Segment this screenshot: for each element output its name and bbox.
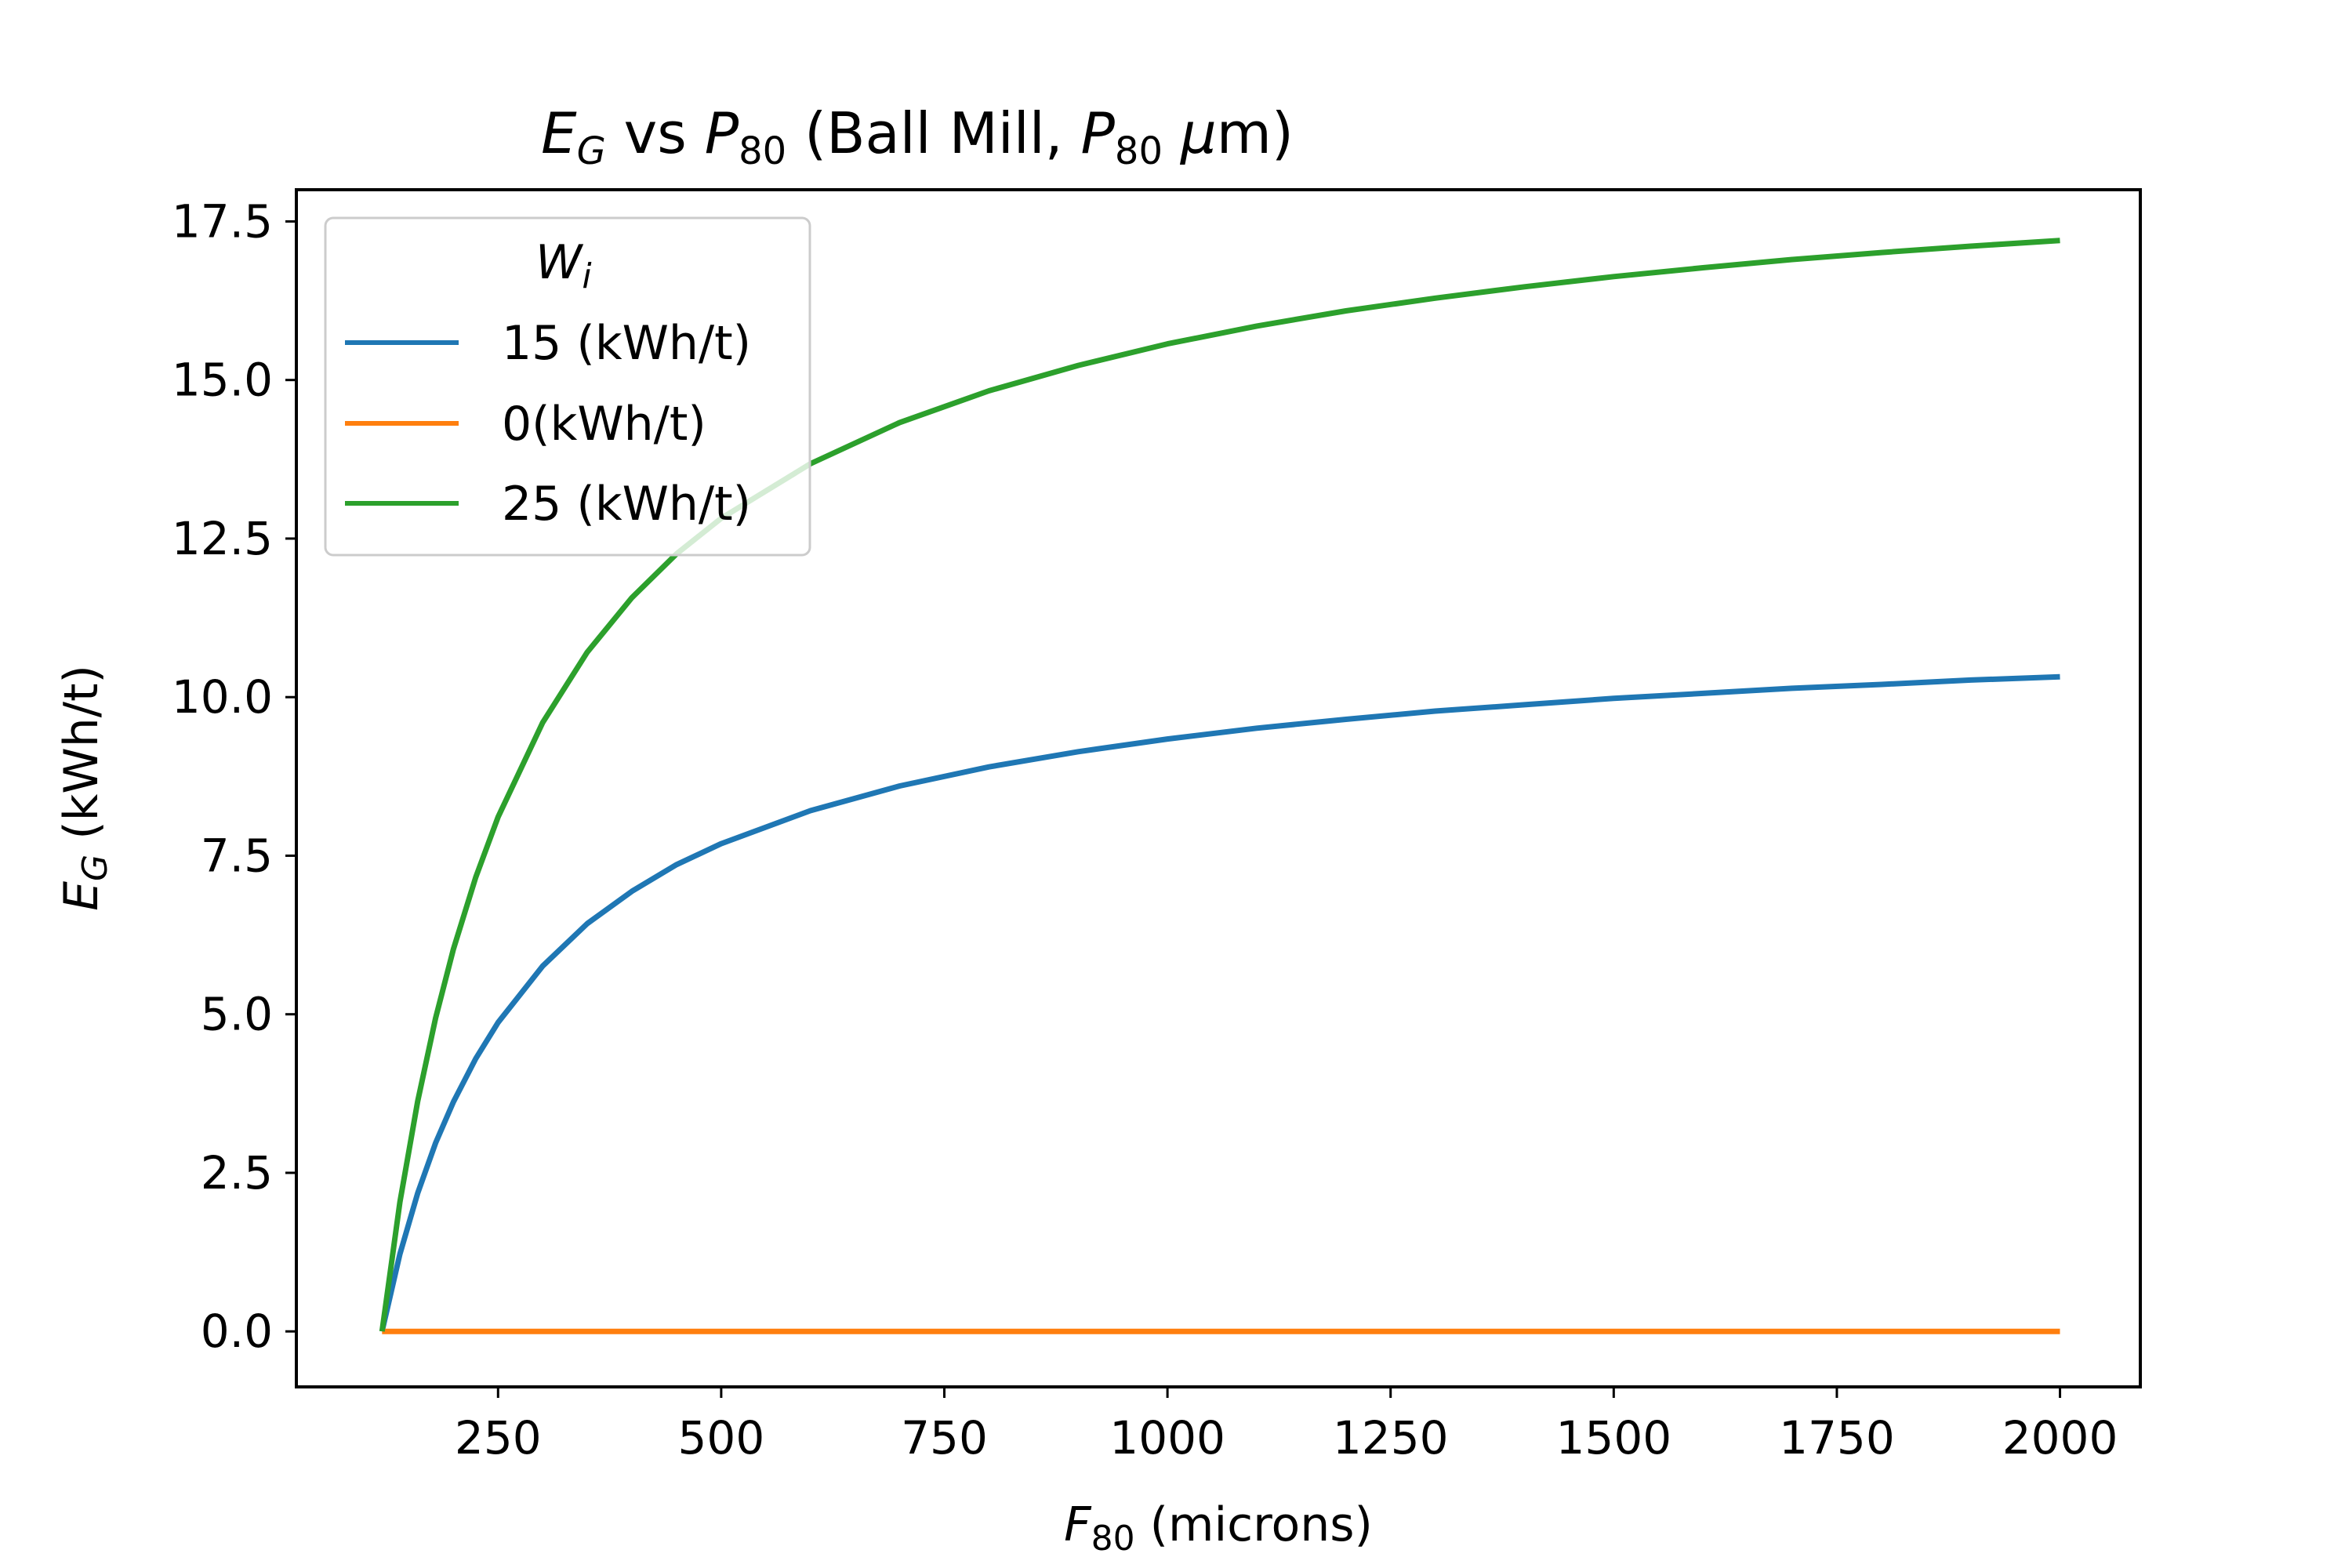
x-tick-label: 250 [455, 1411, 542, 1465]
y-axis-ticks: 0.0 2.5 5.0 7.5 10.0 12.5 15.0 17.5 [172, 194, 296, 1358]
title-p2-sub: 80 [1115, 129, 1163, 173]
title-e-sub: G [577, 129, 606, 173]
title-mid: (Ball Mill, [786, 100, 1080, 166]
series-line-15-kwh-t [379, 673, 2060, 1332]
x-axis-ticks: 250 500 750 1000 1250 1500 1750 2000 [455, 1387, 2118, 1465]
ylabel-rest: (kWh/t) [54, 665, 109, 855]
legend-title: Wi [535, 235, 592, 296]
legend-title-w: W [535, 235, 584, 290]
ylabel-e-sub: G [75, 855, 115, 881]
y-tick-label: 15.0 [172, 354, 273, 407]
title-vs: vs [606, 100, 705, 166]
x-tick-label: 1500 [1556, 1411, 1672, 1465]
chart-title: EG vs P80 (Ball Mill, P80 μm) [541, 100, 1294, 173]
x-tick-label: 500 [678, 1411, 765, 1465]
y-tick-label: 7.5 [201, 829, 273, 882]
legend-label-15: 15 (kWh/t) [502, 316, 751, 371]
y-tick-label: 5.0 [201, 988, 273, 1041]
title-mu: μ [1163, 100, 1217, 166]
xlabel-rest: (microns) [1135, 1497, 1373, 1552]
x-tick-label: 1000 [1109, 1411, 1225, 1465]
legend-box [324, 216, 811, 557]
title-p-sub: 80 [739, 129, 786, 173]
y-tick-label: 12.5 [172, 512, 273, 565]
xlabel-f-sub: 80 [1091, 1519, 1135, 1559]
x-tick-label: 1750 [1779, 1411, 1895, 1465]
series-layer [379, 238, 2060, 1334]
legend-label-25: 25 (kWh/t) [502, 477, 751, 532]
legend: Wi 15 (kWh/t) 0(kWh/t) 25 (kWh/t) [324, 216, 811, 557]
xlabel-f: F [1064, 1497, 1092, 1552]
series-line-25-kwh-t [379, 238, 2060, 1332]
title-p2: P [1080, 100, 1115, 166]
x-tick-label: 750 [901, 1411, 988, 1465]
plot-area-frame [295, 188, 2142, 1388]
y-tick-label: 10.0 [172, 670, 273, 724]
legend-title-sub: i [582, 256, 592, 296]
title-end: m) [1217, 100, 1294, 166]
x-tick-label: 2000 [2002, 1411, 2118, 1465]
x-axis-label: F80 (microns) [1064, 1497, 1373, 1559]
y-axis-label: EG (kWh/t) [54, 665, 115, 911]
title-e: E [541, 100, 577, 166]
ylabel-e: E [54, 881, 109, 911]
y-tick-label: 2.5 [201, 1146, 273, 1200]
y-tick-label: 0.0 [201, 1305, 273, 1358]
y-tick-label: 17.5 [172, 194, 273, 248]
legend-label-0: 0(kWh/t) [502, 397, 706, 452]
title-p: P [705, 100, 739, 166]
x-tick-label: 1250 [1333, 1411, 1449, 1465]
